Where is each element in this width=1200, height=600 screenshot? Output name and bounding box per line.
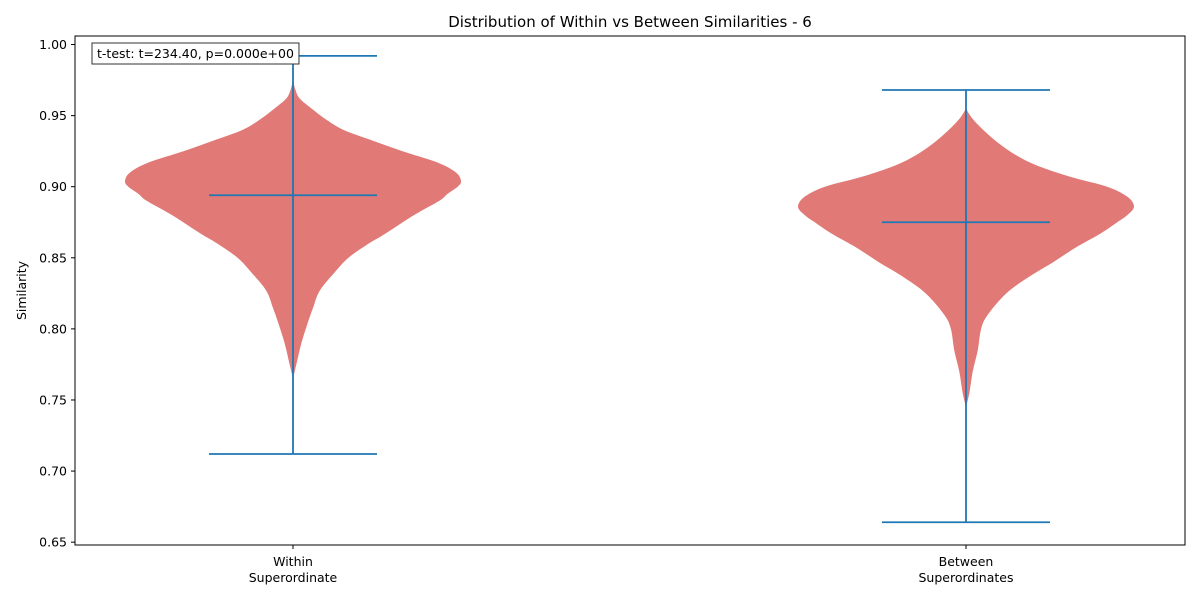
y-tick-label: 0.85 [39,250,67,265]
y-tick-label: 0.70 [39,464,67,479]
y-tick-label: 0.80 [39,321,67,336]
chart-title: Distribution of Within vs Between Simila… [448,13,812,31]
x-tick-label-line1: Between [939,554,994,569]
y-tick-label: 0.90 [39,179,67,194]
y-tick-label: 0.75 [39,392,67,407]
x-tick-label-line1: Within [273,554,313,569]
y-tick-label: 0.65 [39,535,67,550]
plot-frame [74,35,1186,546]
x-tick-label-line2: Superordinates [918,570,1013,585]
y-tick-label: 1.00 [39,37,67,52]
ttest-annotation-text: t-test: t=234.40, p=0.000e+00 [97,46,294,61]
x-tick-label-line2: Superordinate [249,570,338,585]
y-axis: 0.65 0.70 0.75 0.80 0.85 0.90 0.95 1.00 [39,37,75,550]
violins-layer [124,55,1134,524]
ttest-annotation: t-test: t=234.40, p=0.000e+00 [91,42,300,65]
y-tick-label: 0.95 [39,108,67,123]
y-axis-title: Similarity [14,260,29,320]
